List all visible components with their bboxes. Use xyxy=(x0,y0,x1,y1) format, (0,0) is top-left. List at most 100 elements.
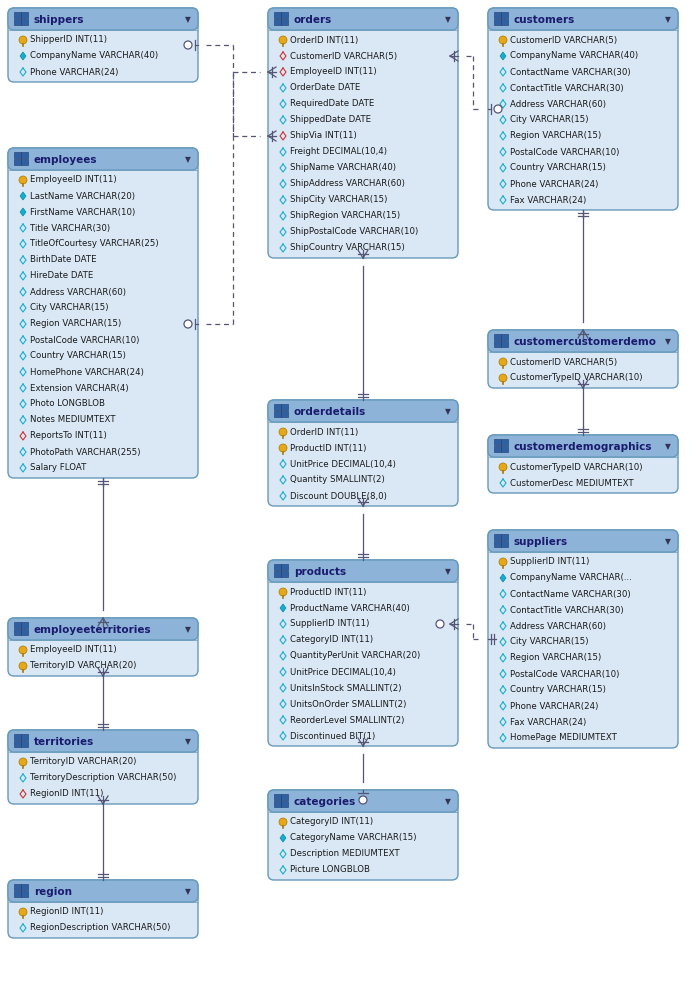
Circle shape xyxy=(494,105,502,113)
Text: employees: employees xyxy=(34,155,97,165)
Text: ContactTitle VARCHAR(30): ContactTitle VARCHAR(30) xyxy=(510,605,624,614)
Text: OrderID INT(11): OrderID INT(11) xyxy=(290,428,358,437)
Text: region: region xyxy=(34,887,72,897)
Bar xyxy=(21,622,28,628)
Text: Region VARCHAR(15): Region VARCHAR(15) xyxy=(510,653,601,662)
Bar xyxy=(501,446,507,452)
Bar xyxy=(14,734,20,740)
Bar xyxy=(274,19,280,25)
Text: UnitsInStock SMALLINT(2): UnitsInStock SMALLINT(2) xyxy=(290,683,402,692)
Text: CustomerID VARCHAR(5): CustomerID VARCHAR(5) xyxy=(510,36,617,45)
Bar xyxy=(494,19,500,25)
Bar xyxy=(274,404,280,410)
Text: Quantity SMALLINT(2): Quantity SMALLINT(2) xyxy=(290,476,385,485)
Bar xyxy=(501,341,507,347)
Bar xyxy=(274,12,280,18)
Text: EmployeeID INT(11): EmployeeID INT(11) xyxy=(290,68,377,77)
Text: City VARCHAR(15): City VARCHAR(15) xyxy=(30,304,109,313)
Text: SupplierID INT(11): SupplierID INT(11) xyxy=(510,557,590,566)
Bar xyxy=(21,740,28,746)
Text: Phone VARCHAR(24): Phone VARCHAR(24) xyxy=(30,68,118,77)
FancyBboxPatch shape xyxy=(268,790,458,812)
FancyBboxPatch shape xyxy=(8,730,198,804)
Text: Phone VARCHAR(24): Phone VARCHAR(24) xyxy=(510,701,599,710)
FancyBboxPatch shape xyxy=(8,618,198,640)
FancyBboxPatch shape xyxy=(268,560,458,582)
FancyBboxPatch shape xyxy=(8,148,198,170)
Circle shape xyxy=(279,36,287,44)
Bar xyxy=(281,800,287,806)
Text: Discontinued BIT(1): Discontinued BIT(1) xyxy=(290,731,375,740)
Circle shape xyxy=(19,646,27,654)
Bar xyxy=(494,540,500,546)
Text: ▼: ▼ xyxy=(665,443,671,452)
Text: RequiredDate DATE: RequiredDate DATE xyxy=(290,100,374,109)
Circle shape xyxy=(19,908,27,916)
Circle shape xyxy=(499,558,507,566)
Text: ▼: ▼ xyxy=(445,16,451,25)
Bar xyxy=(21,159,28,165)
Text: ▼: ▼ xyxy=(445,408,451,417)
Text: Title VARCHAR(30): Title VARCHAR(30) xyxy=(30,224,110,233)
Text: ▼: ▼ xyxy=(185,625,191,634)
Text: orderdetails: orderdetails xyxy=(294,407,366,417)
Polygon shape xyxy=(500,52,506,60)
Text: ShipName VARCHAR(40): ShipName VARCHAR(40) xyxy=(290,164,396,173)
Bar xyxy=(494,439,500,445)
Text: HomePage MEDIUMTEXT: HomePage MEDIUMTEXT xyxy=(510,733,617,742)
Bar xyxy=(494,446,500,452)
Text: Region VARCHAR(15): Region VARCHAR(15) xyxy=(510,132,601,141)
Text: ▼: ▼ xyxy=(665,338,671,347)
Polygon shape xyxy=(500,574,506,582)
FancyBboxPatch shape xyxy=(8,618,198,676)
Circle shape xyxy=(19,36,27,44)
Bar xyxy=(21,628,28,634)
FancyBboxPatch shape xyxy=(488,330,678,388)
Text: EmployeeID INT(11): EmployeeID INT(11) xyxy=(30,645,117,654)
Text: ShipCity VARCHAR(15): ShipCity VARCHAR(15) xyxy=(290,196,388,205)
Polygon shape xyxy=(20,52,26,60)
Bar xyxy=(14,152,20,158)
Text: orders: orders xyxy=(294,15,332,25)
Bar xyxy=(281,19,287,25)
Bar xyxy=(21,19,28,25)
Text: ContactName VARCHAR(30): ContactName VARCHAR(30) xyxy=(510,589,631,598)
Text: customerdemographics: customerdemographics xyxy=(514,442,653,452)
Text: CategoryName VARCHAR(15): CategoryName VARCHAR(15) xyxy=(290,833,416,842)
Text: Photo LONGBLOB: Photo LONGBLOB xyxy=(30,400,105,409)
Circle shape xyxy=(499,463,507,471)
Text: UnitPrice DECIMAL(10,4): UnitPrice DECIMAL(10,4) xyxy=(290,460,396,469)
Circle shape xyxy=(19,662,27,670)
Text: EmployeeID INT(11): EmployeeID INT(11) xyxy=(30,176,117,185)
Text: Salary FLOAT: Salary FLOAT xyxy=(30,464,86,473)
Bar xyxy=(274,570,280,576)
Text: ▼: ▼ xyxy=(185,737,191,746)
Text: TitleOfCourtesy VARCHAR(25): TitleOfCourtesy VARCHAR(25) xyxy=(30,240,159,249)
Bar xyxy=(274,564,280,570)
Text: PostalCode VARCHAR(10): PostalCode VARCHAR(10) xyxy=(510,669,619,678)
Text: Phone VARCHAR(24): Phone VARCHAR(24) xyxy=(510,180,599,189)
Text: Country VARCHAR(15): Country VARCHAR(15) xyxy=(30,352,126,361)
Bar xyxy=(501,534,507,540)
Text: ProductName VARCHAR(40): ProductName VARCHAR(40) xyxy=(290,603,410,612)
FancyBboxPatch shape xyxy=(268,8,458,258)
Bar xyxy=(501,540,507,546)
FancyBboxPatch shape xyxy=(488,330,678,352)
Text: Address VARCHAR(60): Address VARCHAR(60) xyxy=(30,288,126,297)
Text: Fax VARCHAR(24): Fax VARCHAR(24) xyxy=(510,717,586,726)
FancyBboxPatch shape xyxy=(488,530,678,552)
FancyBboxPatch shape xyxy=(488,435,678,493)
Text: CustomerID VARCHAR(5): CustomerID VARCHAR(5) xyxy=(290,52,397,61)
Bar xyxy=(21,152,28,158)
Text: customercustomerdemo: customercustomerdemo xyxy=(514,337,657,347)
Text: Description MEDIUMTEXT: Description MEDIUMTEXT xyxy=(290,849,400,858)
Text: ShippedDate DATE: ShippedDate DATE xyxy=(290,116,371,125)
Polygon shape xyxy=(280,604,286,612)
Text: ShipAddress VARCHAR(60): ShipAddress VARCHAR(60) xyxy=(290,180,405,189)
Text: QuantityPerUnit VARCHAR(20): QuantityPerUnit VARCHAR(20) xyxy=(290,651,420,660)
Text: UnitPrice DECIMAL(10,4): UnitPrice DECIMAL(10,4) xyxy=(290,667,396,676)
Polygon shape xyxy=(20,208,26,216)
Text: RegionID INT(11): RegionID INT(11) xyxy=(30,789,104,798)
Bar xyxy=(501,334,507,340)
Bar xyxy=(281,411,287,417)
